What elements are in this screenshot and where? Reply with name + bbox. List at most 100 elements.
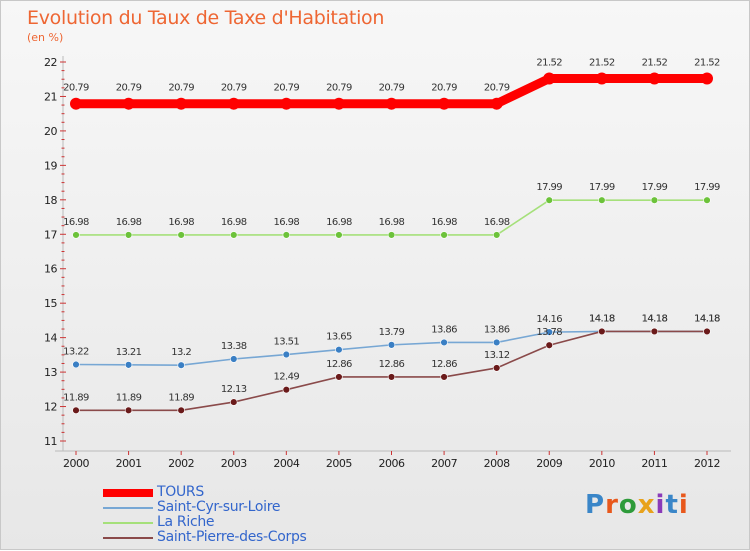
- data-point: [440, 373, 448, 381]
- data-point: [545, 196, 553, 204]
- data-label: 20.79: [484, 83, 510, 94]
- logo-letter: t: [665, 490, 679, 520]
- data-point: [282, 350, 291, 359]
- data-label: 20.79: [63, 83, 89, 94]
- data-point: [492, 338, 501, 347]
- data-point: [175, 97, 188, 110]
- data-label: 20.79: [379, 83, 405, 94]
- data-label: 20.79: [168, 83, 194, 94]
- data-label: 21.52: [536, 58, 562, 69]
- data-point: [70, 97, 82, 110]
- data-label: 20.79: [221, 83, 247, 94]
- data-point: [595, 72, 608, 85]
- data-point: [490, 97, 503, 110]
- x-tick-label: 2003: [221, 457, 247, 470]
- data-point: [282, 385, 291, 394]
- x-tick-label: 2007: [431, 457, 457, 470]
- data-label: 21.52: [694, 58, 720, 69]
- data-point: [72, 360, 80, 369]
- y-tick-label: 18: [44, 194, 57, 207]
- data-point: [545, 341, 553, 349]
- data-label: 20.79: [116, 83, 142, 94]
- y-tick-label: 13: [44, 366, 57, 379]
- data-point: [124, 406, 133, 415]
- logo-letter: x: [637, 490, 656, 520]
- data-label: 17.99: [642, 182, 668, 193]
- data-label: 17.99: [536, 182, 562, 193]
- x-tick-label: 2010: [589, 457, 615, 470]
- data-label: 13.22: [63, 347, 89, 358]
- x-tick-label: 2000: [63, 457, 89, 470]
- logo-letter: P: [585, 490, 606, 520]
- legend-label: La Riche: [157, 514, 215, 530]
- data-label: 17.99: [694, 182, 720, 193]
- data-label: 11.89: [168, 392, 194, 403]
- x-tick-label: 2002: [168, 457, 194, 470]
- data-label: 16.98: [431, 217, 457, 228]
- data-point: [387, 231, 396, 239]
- y-tick-label: 21: [44, 90, 57, 103]
- legend-swatch: [103, 522, 153, 524]
- data-label: 16.98: [63, 217, 89, 228]
- data-point: [492, 364, 501, 372]
- data-point: [545, 328, 553, 336]
- data-point: [124, 231, 133, 239]
- data-point: [387, 341, 396, 349]
- data-point: [650, 196, 659, 204]
- y-tick-label: 16: [44, 263, 57, 276]
- data-label: 12.86: [431, 359, 457, 370]
- data-label: 16.98: [379, 217, 405, 228]
- legend-swatch: [103, 507, 153, 509]
- data-label: 16.98: [326, 217, 352, 228]
- data-point: [72, 231, 80, 239]
- x-tick-label: 2012: [694, 457, 720, 470]
- data-point: [701, 72, 713, 85]
- chart-subtitle: (en %): [27, 31, 64, 44]
- y-tick-label: 19: [44, 159, 57, 172]
- data-label: 11.89: [116, 392, 142, 403]
- y-tick-label: 12: [44, 401, 57, 414]
- legend-label: Saint-Pierre-des-Corps: [157, 529, 307, 545]
- data-label: 11.89: [63, 392, 89, 403]
- x-tick-label: 2005: [326, 457, 352, 470]
- data-point: [227, 97, 240, 110]
- data-point: [332, 97, 345, 110]
- data-label: 16.98: [484, 217, 510, 228]
- data-point: [122, 97, 135, 110]
- data-label: 20.79: [274, 83, 300, 94]
- data-label: 13.86: [431, 324, 457, 335]
- data-point: [703, 196, 711, 204]
- logo-letter: o: [618, 490, 638, 520]
- data-label: 21.52: [589, 58, 615, 69]
- data-label: 14.18: [694, 313, 720, 324]
- data-label: 16.98: [168, 217, 194, 228]
- x-tick-label: 2006: [379, 457, 405, 470]
- x-tick-label: 2009: [536, 457, 562, 470]
- data-label: 12.13: [221, 384, 247, 395]
- data-point: [230, 355, 238, 363]
- data-point: [385, 97, 398, 110]
- legend-swatch: [103, 537, 153, 539]
- data-point: [650, 327, 659, 336]
- data-point: [387, 373, 396, 381]
- y-tick-label: 14: [44, 332, 57, 345]
- y-tick-label: 17: [44, 228, 57, 241]
- x-tick-label: 2008: [484, 457, 510, 470]
- data-point: [703, 327, 711, 336]
- data-label: 14.18: [642, 313, 668, 324]
- logo-letter: i: [678, 490, 689, 520]
- data-point: [440, 231, 448, 239]
- data-point: [438, 97, 451, 110]
- data-point: [177, 361, 185, 369]
- data-label: 21.52: [642, 58, 668, 69]
- data-point: [72, 406, 80, 415]
- x-tick-label: 2004: [273, 457, 299, 470]
- y-tick-label: 20: [44, 125, 57, 138]
- y-tick-label: 22: [44, 56, 57, 69]
- chart-title: Evolution du Taux de Taxe d'Habitation: [27, 7, 385, 29]
- data-point: [648, 72, 661, 85]
- data-label: 13.86: [484, 324, 510, 335]
- data-label: 16.98: [274, 217, 300, 228]
